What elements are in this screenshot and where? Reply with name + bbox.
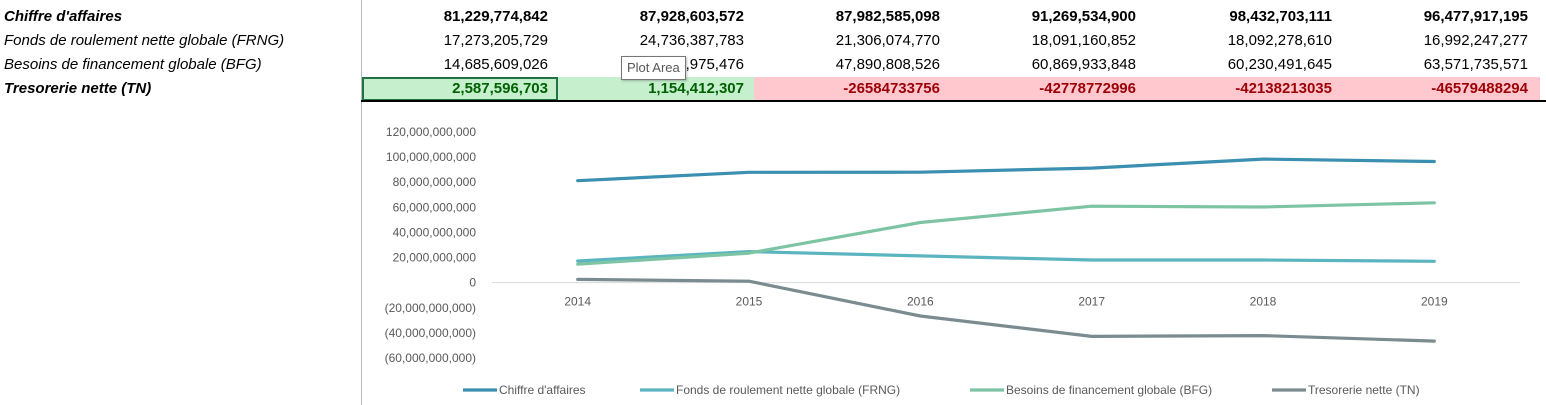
y-tick-label: (40,000,000,000) xyxy=(385,326,476,340)
cell[interactable]: 21,306,074,770 xyxy=(835,32,940,49)
table-row-bfg: Besoins de financement globale (BFG) 14,… xyxy=(0,53,1546,77)
cell[interactable]: 18,091,160,852 xyxy=(1031,32,1136,49)
row-label[interactable]: Besoins de financement globale (BFG) xyxy=(4,56,262,73)
cell[interactable]: 81,229,774,842 xyxy=(443,8,548,25)
cell[interactable]: 14,685,609,026 xyxy=(443,56,548,73)
row-label[interactable]: Tresorerie nette (TN) xyxy=(4,80,152,97)
y-tick-label: 60,000,000,000 xyxy=(393,200,477,214)
cell[interactable]: 24,736,387,783 xyxy=(639,32,744,49)
row-label[interactable]: Fonds de roulement nette globale (FRNG) xyxy=(4,32,285,49)
cell[interactable]: 87,928,603,572 xyxy=(639,8,744,25)
legend-label: Tresorerie nette (TN) xyxy=(1308,383,1420,397)
cell[interactable]: 60,230,491,645 xyxy=(1227,56,1332,73)
y-tick-label: 80,000,000,000 xyxy=(393,175,477,189)
y-tick-label: 100,000,000,000 xyxy=(386,150,476,164)
cell[interactable]: -42138213035 xyxy=(1146,77,1342,101)
cell[interactable]: -42778772996 xyxy=(950,77,1146,101)
legend-label: Besoins de financement globale (BFG) xyxy=(1006,383,1212,397)
y-tick-label: 20,000,000,000 xyxy=(393,251,477,265)
x-tick-label: 2017 xyxy=(1078,295,1105,309)
cell[interactable]: 87,982,585,098 xyxy=(835,8,940,25)
column-divider xyxy=(361,0,362,405)
cell[interactable]: 1,154,412,307 xyxy=(558,77,754,101)
legend-label: Chiffre d'affaires xyxy=(499,383,586,397)
table-row-frng: Fonds de roulement nette globale (FRNG) … xyxy=(0,29,1546,53)
series-line xyxy=(576,157,1436,183)
row-bottom-border xyxy=(361,100,1546,102)
series-line xyxy=(576,277,1436,343)
cell[interactable]: -46579488294 xyxy=(1342,77,1540,101)
y-tick-label: (60,000,000,000) xyxy=(385,351,476,365)
cell[interactable]: -26584733756 xyxy=(754,77,950,101)
y-tick-label: 40,000,000,000 xyxy=(393,225,477,239)
cell[interactable]: 16,992,247,277 xyxy=(1423,32,1528,49)
x-tick-label: 2016 xyxy=(907,295,934,309)
series-line xyxy=(576,201,1436,266)
x-tick-label: 2019 xyxy=(1421,295,1448,309)
table-row-chiffre-affaires: Chiffre d'affaires 81,229,774,842 87,928… xyxy=(0,5,1546,29)
cell[interactable]: 17,273,205,729 xyxy=(443,32,548,49)
cell[interactable]: 96,477,917,195 xyxy=(1423,8,1528,25)
cell[interactable]: 98,432,703,111 xyxy=(1229,8,1332,25)
table-row-tn: Tresorerie nette (TN) 2,587,596,703 1,15… xyxy=(0,77,1546,101)
row-label[interactable]: Chiffre d'affaires xyxy=(4,8,123,25)
x-tick-label: 2015 xyxy=(736,295,763,309)
x-tick-label: 2014 xyxy=(564,295,591,309)
line-chart[interactable]: 120,000,000,000 100,000,000,000 80,000,000… xyxy=(362,118,1546,405)
y-tick-label: (20,000,000,000) xyxy=(385,301,476,315)
cell[interactable]: 60,869,933,848 xyxy=(1031,56,1136,73)
y-tick-label: 120,000,000,000 xyxy=(386,125,476,139)
cell[interactable]: 47,890,808,526 xyxy=(835,56,940,73)
y-tick-label: 0 xyxy=(469,276,476,290)
legend-label: Fonds de roulement nette globale (FRNG) xyxy=(676,383,900,397)
cell[interactable]: 91,269,534,900 xyxy=(1031,8,1136,25)
cell[interactable]: 63,571,735,571 xyxy=(1423,56,1528,73)
chart-tooltip: Plot Area xyxy=(621,56,686,80)
x-tick-label: 2018 xyxy=(1250,295,1277,309)
cell[interactable]: 18,092,278,610 xyxy=(1227,32,1332,49)
series-line xyxy=(576,250,1436,263)
cell-selected[interactable]: 2,587,596,703 xyxy=(362,77,558,101)
